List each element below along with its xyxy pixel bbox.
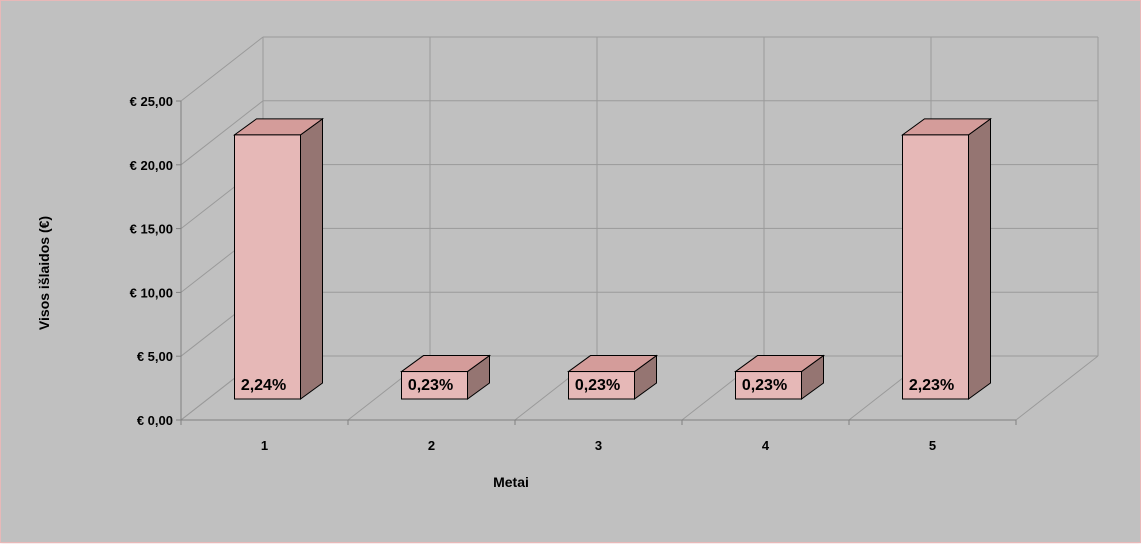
bar <box>399 354 492 400</box>
data-label: 2,23% <box>909 377 954 394</box>
bar <box>733 354 826 400</box>
bars <box>232 117 993 400</box>
axes <box>176 100 1017 425</box>
x-category-label: 4 <box>762 438 770 453</box>
data-label: 0,23% <box>742 377 787 394</box>
x-axis-title: Metai <box>493 474 529 490</box>
y-tick-label: € 10,00 <box>130 285 173 300</box>
bar-front <box>568 371 635 400</box>
bar-front <box>401 371 468 400</box>
y-tick-label: € 25,00 <box>130 94 173 109</box>
data-label: 0,23% <box>408 377 453 394</box>
bar-front <box>735 371 802 400</box>
y-tick-label: € 20,00 <box>130 158 173 173</box>
bar <box>900 117 993 400</box>
y-tick-label: € 15,00 <box>130 222 173 237</box>
y-tick-label: € 0,00 <box>137 413 173 428</box>
floor-line <box>1015 355 1099 421</box>
x-category-label: 3 <box>595 438 602 453</box>
bar-front <box>234 134 301 400</box>
bar <box>566 354 659 400</box>
bar-front <box>902 134 969 400</box>
data-label: 0,23% <box>575 377 620 394</box>
data-labels: 2,24% 0,23% 0,23% 0,23% 2,23% <box>241 377 954 394</box>
gridline-side <box>180 36 264 102</box>
data-label: 2,24% <box>241 377 286 394</box>
y-tick-labels: € 0,00 € 5,00 € 10,00 € 15,00 € 20,00 € 25,00 <box>130 94 173 428</box>
gridline-side <box>180 100 264 166</box>
x-category-label: 1 <box>261 438 268 453</box>
x-category-label: 5 <box>929 438 936 453</box>
y-axis-title: Visos išlaidos (€) <box>36 216 52 330</box>
bar-side <box>300 117 323 400</box>
bar <box>232 117 325 400</box>
x-category-labels: 1 2 3 4 5 <box>261 438 936 453</box>
bar-side <box>968 117 991 400</box>
y-tick-label: € 5,00 <box>137 349 173 364</box>
x-category-label: 2 <box>428 438 435 453</box>
